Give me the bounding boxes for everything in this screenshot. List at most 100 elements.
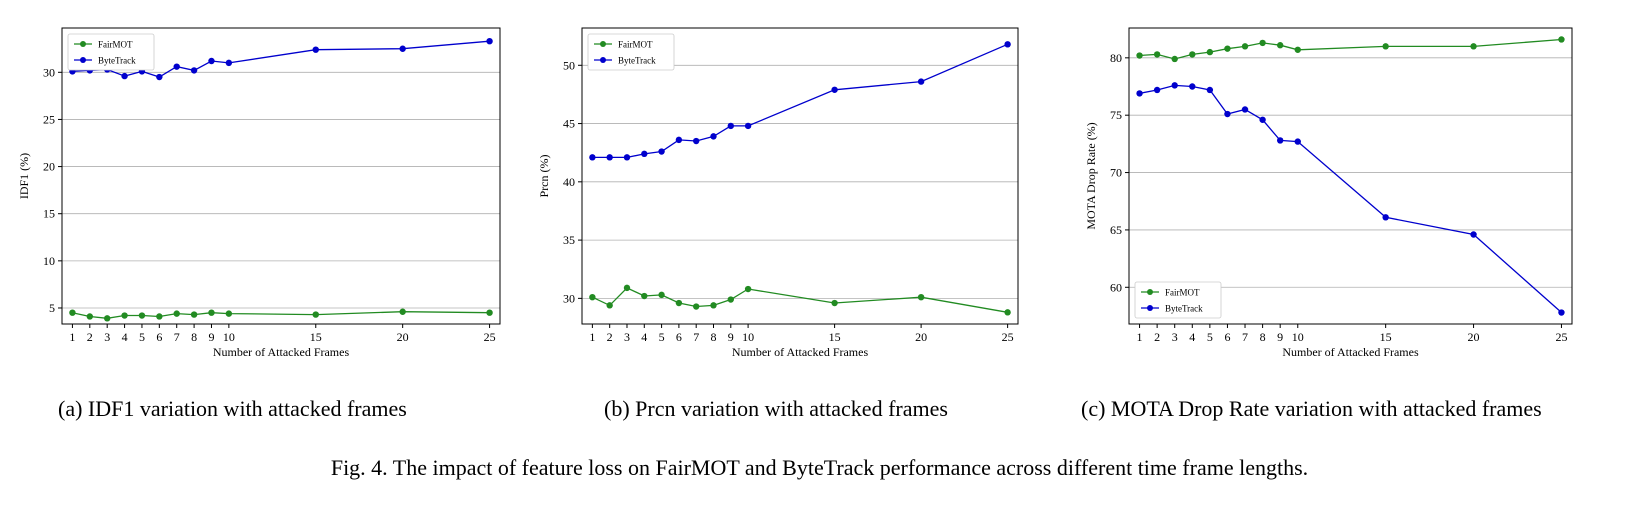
data-point-fairmot [831, 299, 838, 307]
data-point-fairmot [69, 309, 76, 316]
y-tick-label: 50 [563, 58, 575, 72]
plot-frame [1128, 27, 1573, 325]
data-point-fairmot [1558, 36, 1565, 43]
data-point-bytetrack [1171, 82, 1178, 89]
data-point-fairmot [1470, 43, 1477, 50]
legend-label-bytetrack: ByteTrack [618, 56, 656, 66]
x-tick-label: 1 [69, 330, 75, 344]
series-line-fairmot [1139, 38, 1562, 60]
x-tick-label: 9 [728, 330, 734, 344]
y-tick-label: 5 [49, 301, 55, 315]
data-point-fairmot [138, 312, 146, 319]
x-tick-label: 6 [156, 330, 162, 344]
data-point-bytetrack [692, 137, 700, 145]
data-point-fairmot [121, 312, 128, 319]
x-tick-label: 15 [829, 330, 841, 344]
data-point-bytetrack [641, 150, 648, 158]
x-tick-label: 2 [607, 330, 613, 344]
data-point-bytetrack [1004, 41, 1011, 48]
series-line-bytetrack [1139, 84, 1562, 313]
data-point-fairmot [1171, 55, 1178, 63]
y-tick-label: 25 [43, 112, 55, 126]
y-tick-label: 45 [563, 117, 575, 131]
data-point-fairmot [1004, 309, 1011, 316]
data-point-bytetrack [486, 37, 493, 45]
legend-marker [1147, 289, 1153, 295]
subcaption-a: (a) IDF1 variation with attacked frames [58, 396, 407, 421]
x-tick-label: 8 [191, 330, 197, 344]
x-tick-label: 10 [742, 330, 754, 344]
plot-frame [61, 27, 501, 325]
legend-label-bytetrack: ByteTrack [98, 56, 136, 66]
data-point-bytetrack [1136, 90, 1143, 97]
y-tick-label: 75 [1110, 108, 1122, 122]
data-point-bytetrack [190, 67, 198, 74]
data-point-bytetrack [1224, 110, 1231, 118]
x-axis-label: Number of Attacked Frames [732, 345, 869, 359]
x-tick-label: 10 [223, 330, 235, 344]
data-point-fairmot [190, 311, 198, 318]
data-point-fairmot [917, 293, 925, 301]
data-point-bytetrack [606, 154, 613, 161]
x-tick-label: 25 [484, 330, 496, 344]
y-tick-label: 40 [563, 175, 575, 189]
x-tick-label: 15 [1380, 330, 1392, 344]
data-point-fairmot [486, 309, 493, 316]
data-point-bytetrack [623, 154, 631, 161]
series-line-fairmot [592, 287, 1008, 313]
data-point-bytetrack [1558, 309, 1565, 316]
plot-frame [581, 27, 1019, 325]
data-point-fairmot [103, 315, 111, 322]
data-point-fairmot [225, 310, 233, 317]
x-tick-label: 1 [589, 330, 595, 344]
legend-label-fairmot: FairMOT [1165, 288, 1200, 298]
x-tick-label: 5 [1207, 330, 1213, 344]
data-point-fairmot [1276, 42, 1284, 49]
y-tick-label: 70 [1110, 166, 1122, 180]
y-tick-label: 60 [1110, 280, 1122, 294]
data-point-bytetrack [1259, 116, 1266, 123]
x-tick-label: 7 [1242, 330, 1248, 344]
x-tick-label: 6 [676, 330, 682, 344]
legend-box [587, 33, 675, 71]
y-tick-label: 80 [1110, 51, 1122, 65]
data-point-bytetrack [399, 45, 406, 52]
y-tick-label: 65 [1110, 223, 1122, 237]
data-point-fairmot [173, 310, 180, 317]
y-axis-label: Prcn (%) [540, 155, 551, 198]
x-tick-label: 7 [174, 330, 180, 344]
x-tick-label: 3 [624, 330, 630, 344]
data-point-bytetrack [658, 148, 665, 155]
legend-box [1134, 281, 1222, 319]
data-point-bytetrack [744, 122, 752, 130]
y-axis-label: MOTA Drop Rate (%) [1084, 122, 1098, 229]
data-point-bytetrack [1276, 137, 1284, 144]
data-point-bytetrack [156, 73, 163, 81]
data-point-fairmot [710, 302, 717, 309]
data-point-fairmot [1382, 43, 1389, 50]
x-tick-label: 3 [1172, 330, 1178, 344]
data-point-bytetrack [1206, 86, 1214, 94]
data-point-fairmot [606, 302, 613, 309]
data-point-fairmot [312, 311, 319, 318]
x-tick-label: 20 [915, 330, 927, 344]
data-point-bytetrack [312, 46, 319, 53]
x-tick-label: 5 [139, 330, 145, 344]
data-point-bytetrack [917, 78, 925, 85]
x-tick-label: 20 [397, 330, 409, 344]
y-axis-label: IDF1 (%) [17, 153, 31, 199]
data-point-bytetrack [1153, 86, 1161, 94]
y-tick-label: 35 [563, 233, 575, 247]
data-point-bytetrack [727, 122, 734, 130]
data-point-fairmot [727, 296, 734, 303]
data-point-bytetrack [173, 63, 180, 70]
x-tick-label: 15 [310, 330, 322, 344]
legend: FairMOT ByteTrack [587, 33, 675, 71]
y-tick-label: 30 [563, 291, 575, 305]
legend-label-bytetrack: ByteTrack [1165, 304, 1203, 314]
x-tick-label: 9 [208, 330, 214, 344]
legend-marker [1147, 305, 1153, 311]
x-tick-label: 4 [122, 330, 128, 344]
